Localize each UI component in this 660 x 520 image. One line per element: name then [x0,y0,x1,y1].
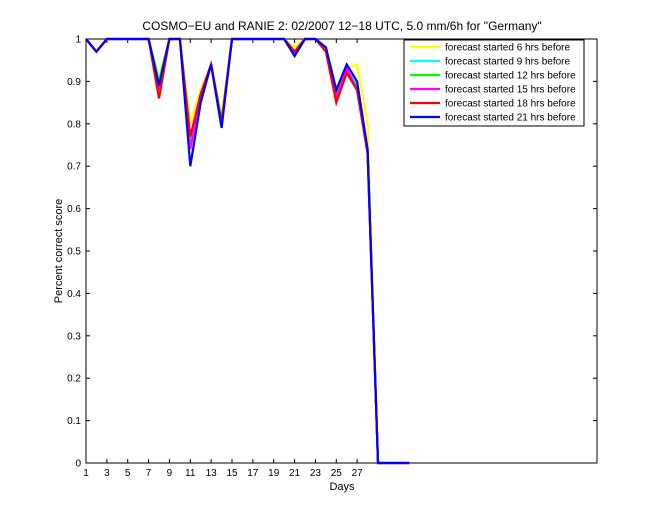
x-tick-label: 23 [310,468,322,479]
y-tick-label: 0.5 [67,247,81,258]
x-tick-label: 19 [268,468,280,479]
legend: forecast started 6 hrs before forecast st… [403,39,585,127]
x-axis-label: Days [329,481,355,493]
y-tick-label: 1 [75,35,81,46]
chart-title: COSMO−EU and RANIE 2: 02/2007 12−18 UTC,… [142,19,541,33]
x-tick-label: 13 [206,468,218,479]
x-tick-label: 1 [83,468,89,479]
legend-entry-6: forecast started 21 hrs before [445,113,576,124]
y-tick-label: 0.9 [67,77,81,88]
y-tick-label: 0.6 [67,204,81,215]
x-tick-label: 27 [352,468,364,479]
x-tick-label: 25 [331,468,343,479]
x-tick-label: 3 [104,468,110,479]
y-tick-label: 0.1 [67,416,81,427]
series-lines [85,37,410,465]
x-tick-label: 15 [226,468,238,479]
series-line-6 [85,37,410,465]
x-tick-label: 21 [289,468,301,479]
legend-entry-2: forecast started 9 hrs before [445,57,571,68]
x-tick-label: 5 [125,468,131,479]
y-tick-label: 0.8 [67,119,81,130]
x-tick-label: 17 [247,468,259,479]
y-tick-label: 0 [75,459,81,470]
legend-entry-5: forecast started 18 hrs before [445,99,576,110]
legend-entry-4: forecast started 15 hrs before [445,85,576,96]
y-tick-label: 0.4 [67,289,81,300]
legend-entry-3: forecast started 12 hrs before [445,71,576,82]
y-axis-label: Percent correct score [53,199,65,304]
legend-entry-1: forecast started 6 hrs before [445,43,571,54]
x-tick-label: 11 [185,468,196,479]
x-tick-label: 9 [167,468,173,479]
y-axis-ticks: 0 0.1 0.2 0.3 0.4 0.5 0.6 0.7 0.8 0.9 1 [67,35,597,470]
legend-box [403,39,585,127]
y-tick-label: 0.2 [67,374,81,385]
y-tick-label: 0.7 [67,162,81,173]
y-tick-label: 0.3 [67,331,81,342]
x-tick-label: 7 [146,468,152,479]
